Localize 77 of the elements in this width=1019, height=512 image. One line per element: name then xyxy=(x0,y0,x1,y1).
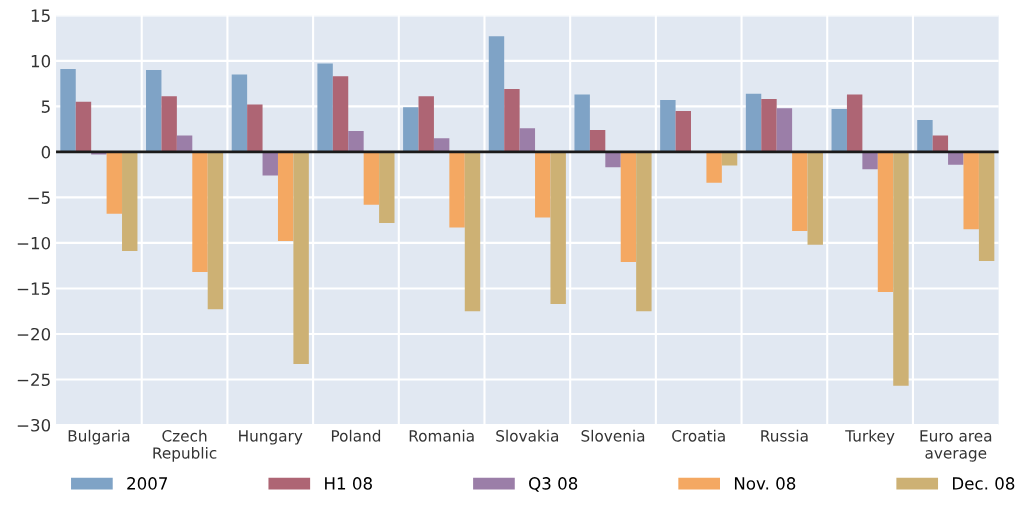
y-tick-label: 5 xyxy=(41,100,50,113)
bar xyxy=(660,100,676,152)
x-tick-label: Euro area average xyxy=(920,430,992,462)
bar xyxy=(893,151,909,386)
bar xyxy=(675,110,691,152)
y-tick-label: −25 xyxy=(17,373,50,387)
bar xyxy=(449,151,465,228)
bar xyxy=(535,151,551,218)
bar xyxy=(761,99,777,152)
bar xyxy=(831,109,847,152)
bar xyxy=(792,151,808,232)
bar xyxy=(776,108,793,152)
x-tick-label: Bulgaria xyxy=(68,429,130,445)
bar xyxy=(877,151,894,293)
bar xyxy=(519,128,536,152)
bar xyxy=(620,151,637,263)
bar xyxy=(706,151,722,183)
legend-label: H1 08 xyxy=(325,477,372,490)
bar xyxy=(636,151,652,312)
legend-label: Dec. 08 xyxy=(953,477,1015,490)
bar xyxy=(277,151,294,242)
x-tick-label: Russia xyxy=(761,429,808,442)
x-tick-label: Turkey xyxy=(845,429,895,445)
x-tick-label: Romania xyxy=(409,429,474,442)
legend-label: 2007 xyxy=(127,477,168,490)
bar xyxy=(464,151,481,312)
bar xyxy=(146,69,162,152)
x-tick-label: Hungary xyxy=(239,430,303,445)
bar xyxy=(192,151,208,273)
bar xyxy=(721,151,738,166)
y-tick-label: −15 xyxy=(17,282,50,295)
bar xyxy=(846,94,863,152)
bar xyxy=(75,101,92,152)
bar xyxy=(574,94,590,152)
bar xyxy=(207,151,224,310)
bar xyxy=(60,69,76,152)
bar xyxy=(504,89,520,152)
bar xyxy=(418,96,434,152)
bar xyxy=(231,74,248,152)
x-tick-label: Czech Republic xyxy=(153,429,217,462)
bar xyxy=(247,104,263,152)
x-tick-label: Poland xyxy=(331,429,381,442)
legend-label: Q3 08 xyxy=(529,477,578,492)
bar xyxy=(379,151,395,223)
y-tick-label: −30 xyxy=(17,418,51,432)
y-tick-label: −10 xyxy=(17,236,51,250)
bar xyxy=(745,93,762,152)
bar xyxy=(978,151,995,262)
y-tick-label: 0 xyxy=(41,145,51,159)
bar xyxy=(488,36,505,152)
bar xyxy=(161,96,177,152)
y-tick-label: −20 xyxy=(17,327,51,341)
x-tick-label: Croatia xyxy=(672,429,725,442)
bar xyxy=(433,138,450,152)
legend-label: Nov. 08 xyxy=(734,477,796,490)
bar xyxy=(262,151,278,176)
y-tick-label: −5 xyxy=(28,191,50,204)
bar xyxy=(605,151,621,168)
bar xyxy=(589,130,606,152)
bar xyxy=(917,120,933,152)
x-tick-label: Slovakia xyxy=(496,429,559,442)
bar xyxy=(122,151,138,252)
bar xyxy=(963,151,979,230)
bar xyxy=(293,151,309,364)
bar xyxy=(862,151,878,170)
bar xyxy=(348,130,364,152)
bar xyxy=(363,151,380,205)
bar xyxy=(317,63,333,152)
x-tick-label: Slovenia xyxy=(581,429,645,442)
y-tick-label: 10 xyxy=(31,54,51,68)
bar xyxy=(807,151,823,245)
bar xyxy=(106,151,123,214)
bar xyxy=(550,151,566,304)
y-tick-label: 15 xyxy=(31,9,50,22)
bar xyxy=(948,151,964,165)
bar xyxy=(332,76,349,152)
bar xyxy=(403,107,419,152)
